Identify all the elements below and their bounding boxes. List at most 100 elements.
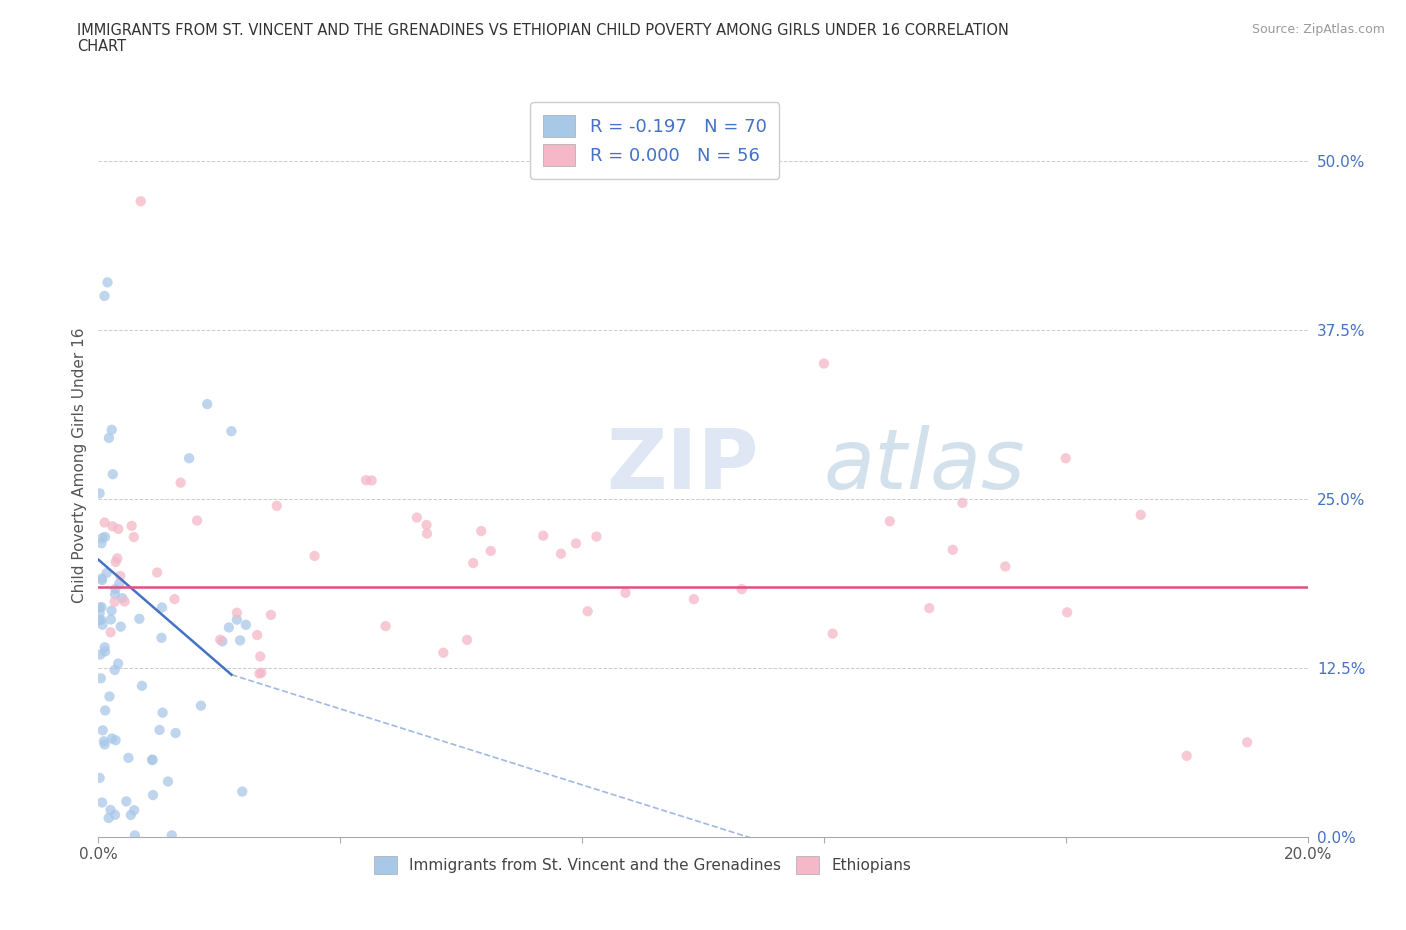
Point [249,649,271,664]
Point [100,612,122,627]
Point [225,612,247,627]
Point [101,731,124,746]
Point [160,828,183,843]
Point [111,591,134,605]
Point [235,618,257,632]
Point [90,671,112,685]
Point [405,511,427,525]
Point [470,524,492,538]
Point [150,600,173,615]
Point [100,803,122,817]
Point [186,513,208,528]
Point [96,275,118,290]
Point [107,522,129,537]
Point [225,605,247,620]
Point [104,554,127,569]
Point [110,619,132,634]
Point [93,515,115,530]
Point [169,475,191,490]
Point [90,613,112,628]
Point [90,571,112,586]
Point [942,542,965,557]
Text: atlas: atlas [824,424,1025,506]
Point [89,613,111,628]
Point [110,568,132,583]
Point [148,723,170,737]
Point [416,526,439,541]
Point [104,733,127,748]
Point [1236,735,1258,750]
Point [122,529,145,544]
Point [152,705,174,720]
Point [531,528,554,543]
Point [165,725,187,740]
Point [142,788,165,803]
Point [163,591,186,606]
Point [94,529,117,544]
Point [100,604,122,618]
Point [100,422,122,437]
Point [250,665,273,680]
Point [89,600,111,615]
Point [121,518,143,533]
Point [91,531,114,546]
Point [115,794,138,809]
Point [354,472,377,487]
Point [89,486,111,501]
Point [218,620,240,635]
Point [104,807,127,822]
Point [156,774,179,789]
Point [190,698,212,713]
Point [1054,451,1077,466]
Point [195,397,218,412]
Point [246,628,269,643]
Point [415,517,437,532]
Point [94,644,117,659]
Point [94,703,117,718]
Point [231,784,253,799]
Point [91,723,114,737]
Point [229,633,252,648]
Point [821,626,844,641]
Point [104,594,127,609]
Point [360,473,382,488]
Legend: Immigrants from St. Vincent and the Grenadines, Ethiopians: Immigrants from St. Vincent and the Gren… [366,848,920,882]
Point [89,605,111,620]
Point [952,496,974,511]
Point [221,424,243,439]
Point [97,811,120,826]
Point [479,543,502,558]
Point [131,678,153,693]
Point [211,634,233,649]
Point [141,752,163,767]
Point [93,734,115,749]
Point [1056,604,1078,619]
Point [813,356,835,371]
Point [1129,508,1152,523]
Point [128,611,150,626]
Point [104,581,127,596]
Point [150,631,173,645]
Point [614,586,637,601]
Point [101,467,124,482]
Point [105,551,128,565]
Point [249,666,271,681]
Point [91,573,114,588]
Point [260,607,283,622]
Point [114,594,136,609]
Point [104,662,127,677]
Point [146,565,169,580]
Text: ZIP: ZIP [606,424,759,506]
Point [108,577,131,591]
Point [879,513,901,528]
Point [179,451,201,466]
Point [565,536,588,551]
Point [124,828,146,843]
Point [93,640,115,655]
Point [91,795,114,810]
Point [117,751,139,765]
Point [90,536,112,551]
Point [98,689,121,704]
Point [209,632,232,647]
Point [731,581,754,596]
